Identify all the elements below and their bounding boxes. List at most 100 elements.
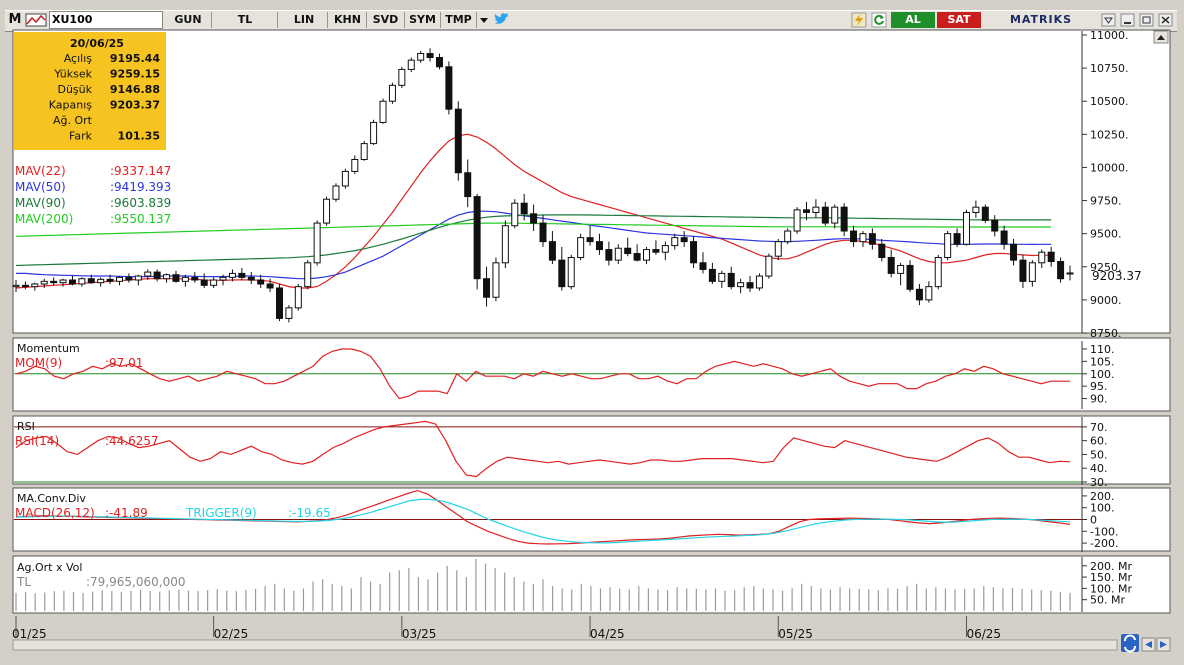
mav-legend-name: MAV(200) bbox=[15, 212, 73, 226]
tick-label: 70. bbox=[1090, 421, 1108, 434]
candle bbox=[624, 237, 632, 257]
candle bbox=[78, 277, 86, 287]
infobox-value: 101.35 bbox=[118, 130, 160, 143]
candle bbox=[332, 183, 340, 202]
horizontal-scrollbar[interactable] bbox=[12, 639, 1118, 651]
candle bbox=[219, 274, 227, 286]
minimize-icon[interactable] bbox=[1120, 12, 1136, 28]
candle bbox=[643, 246, 651, 265]
svd-button[interactable]: SVD bbox=[367, 12, 405, 28]
candle bbox=[708, 262, 716, 284]
candle bbox=[1038, 249, 1046, 269]
mav-legend-name: MAV(90) bbox=[15, 196, 66, 210]
app-logo[interactable]: M bbox=[8, 12, 22, 27]
infobox-label: Kapanış bbox=[49, 99, 93, 112]
momentum-panel: 110.105.100.95.90. Momentum MOM(9):97.01 bbox=[12, 337, 1171, 412]
candle bbox=[313, 220, 321, 266]
scroll-left-icon[interactable] bbox=[1141, 637, 1156, 652]
volume-title: Ag.Ort x Vol bbox=[17, 561, 82, 574]
last-price-marker: 9203.37 bbox=[1092, 269, 1142, 283]
candle bbox=[793, 207, 801, 234]
candle bbox=[435, 53, 443, 70]
candle bbox=[718, 270, 726, 288]
candle bbox=[850, 225, 858, 247]
candle bbox=[567, 254, 575, 290]
candle bbox=[821, 201, 829, 226]
candle bbox=[859, 231, 867, 247]
candle bbox=[134, 274, 142, 286]
candle bbox=[1028, 260, 1036, 287]
tick-label: 100. bbox=[1090, 502, 1115, 515]
candle bbox=[803, 201, 810, 221]
scroll-up-icon[interactable] bbox=[1153, 30, 1169, 44]
candle bbox=[294, 283, 302, 311]
dropdown-arrow-icon[interactable] bbox=[477, 12, 491, 28]
tick-label: 95. bbox=[1090, 380, 1108, 393]
candle bbox=[87, 274, 95, 284]
candle bbox=[31, 282, 39, 291]
candle bbox=[163, 273, 171, 283]
tick-label: 60. bbox=[1090, 435, 1108, 448]
candle bbox=[953, 228, 961, 247]
period-button[interactable]: GUN bbox=[165, 12, 212, 28]
maximize-icon[interactable] bbox=[1139, 12, 1155, 28]
infobox-value: 9146.88 bbox=[110, 83, 160, 96]
candle bbox=[445, 61, 453, 115]
buy-button[interactable]: AL bbox=[891, 12, 935, 28]
candle bbox=[605, 241, 613, 266]
macd-title: MA.Conv.Div bbox=[17, 492, 86, 505]
candle bbox=[59, 278, 67, 287]
rsi-panel: 70.60.50.40.30. RSI RSI(14):44.6257 bbox=[12, 415, 1171, 489]
tick-label: 100. bbox=[1090, 368, 1115, 381]
rsi-y-axis: 70.60.50.40.30. bbox=[1081, 417, 1108, 489]
candle bbox=[464, 159, 472, 208]
tick-label: 50. Mr bbox=[1090, 594, 1125, 607]
date-x-axis: 01/25 02/25 03/25 04/25 05/25 06/25 bbox=[12, 616, 1001, 641]
candle bbox=[454, 101, 462, 181]
candle bbox=[370, 119, 378, 145]
mav-legend-value: :9550.137 bbox=[110, 212, 171, 226]
indicator-legend-name: RSI(14) bbox=[15, 434, 59, 448]
candle bbox=[323, 196, 331, 226]
candle bbox=[530, 204, 538, 232]
candle bbox=[21, 281, 29, 290]
candle bbox=[181, 274, 189, 287]
tick-label: -200. bbox=[1090, 537, 1118, 550]
twitter-icon[interactable] bbox=[493, 12, 511, 28]
momentum-y-axis: 110.105.100.95.90. bbox=[1081, 341, 1115, 409]
close-icon bbox=[1158, 13, 1173, 27]
sell-button[interactable]: SAT bbox=[937, 12, 981, 28]
sym-button[interactable]: SYM bbox=[405, 12, 441, 28]
close-icon[interactable] bbox=[1158, 12, 1174, 28]
date-tick-label: 03/25 bbox=[402, 627, 437, 641]
mav-legend-value: :9603.839 bbox=[110, 196, 171, 210]
candle bbox=[172, 270, 180, 283]
tick-label: 105. bbox=[1090, 355, 1115, 368]
refresh-icon[interactable] bbox=[871, 12, 887, 28]
candle bbox=[962, 209, 970, 246]
infobox-label: Yüksek bbox=[53, 68, 92, 81]
scroll-right-icon[interactable] bbox=[1156, 637, 1171, 652]
candle bbox=[897, 262, 905, 286]
price-tick-label: 11000. bbox=[1090, 29, 1129, 42]
menu-arrow-icon[interactable] bbox=[1101, 12, 1117, 28]
symbol-field[interactable]: XU100 bbox=[49, 11, 163, 29]
chart-type-icon[interactable] bbox=[25, 12, 47, 28]
brand-logo: MATRIKS bbox=[1009, 13, 1073, 26]
lightning-icon[interactable] bbox=[851, 12, 867, 28]
candle bbox=[153, 269, 161, 282]
chart-type-icon bbox=[25, 13, 47, 27]
sync-icon[interactable] bbox=[1121, 634, 1139, 653]
price-tick-label: 10250. bbox=[1090, 128, 1129, 141]
infobox-label: Açılış bbox=[64, 52, 93, 65]
scale-button[interactable]: LIN bbox=[281, 12, 328, 28]
khn-button[interactable]: KHN bbox=[329, 12, 367, 28]
candle bbox=[652, 240, 660, 255]
currency-button[interactable]: TL bbox=[213, 12, 278, 28]
infobox-label: Fark bbox=[69, 130, 93, 143]
infobox-value: 9259.15 bbox=[110, 68, 160, 81]
candle bbox=[887, 249, 895, 278]
rsi-title: RSI bbox=[17, 420, 35, 433]
tmp-button[interactable]: TMP bbox=[441, 12, 477, 28]
